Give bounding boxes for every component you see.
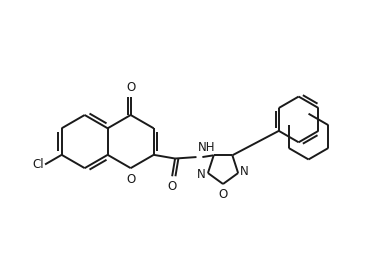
Text: O: O: [126, 81, 135, 94]
Text: N: N: [197, 168, 206, 181]
Text: O: O: [168, 180, 177, 193]
Text: Cl: Cl: [32, 158, 44, 171]
Text: O: O: [126, 173, 135, 186]
Text: N: N: [240, 165, 249, 179]
Text: O: O: [218, 188, 228, 201]
Text: NH: NH: [198, 141, 216, 155]
